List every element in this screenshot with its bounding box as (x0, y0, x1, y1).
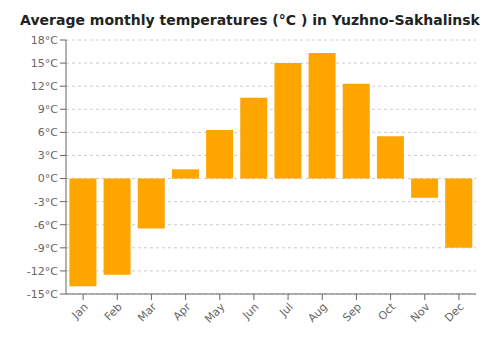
svg-text:18°C: 18°C (31, 34, 58, 47)
svg-text:Sep: Sep (340, 300, 364, 324)
svg-text:Nov: Nov (408, 300, 433, 325)
svg-text:-6°C: -6°C (34, 219, 58, 232)
html-text:Average monthly temperatures (: Average monthly temperatures (°C ) in Yu… (20, 12, 480, 28)
svg-text:15°C: 15°C (31, 57, 58, 70)
svg-text:Mar: Mar (135, 300, 159, 324)
svg-text:Jun: Jun (240, 300, 262, 322)
svg-text:Feb: Feb (102, 300, 125, 323)
svg-text:Oct: Oct (376, 300, 399, 323)
svg-text:-9°C: -9°C (34, 242, 58, 255)
svg-text:0°C: 0°C (38, 172, 58, 185)
svg-text:Jan: Jan (69, 300, 91, 322)
svg-text:-15°C: -15°C (27, 288, 58, 301)
svg-text:Jul: Jul (276, 300, 295, 319)
svg-text:12°C: 12°C (31, 80, 58, 93)
svg-text:3°C: 3°C (38, 149, 58, 162)
svg-text:-12°C: -12°C (27, 265, 58, 278)
svg-text:9°C: 9°C (38, 103, 58, 116)
svg-text:-3°C: -3°C (34, 196, 58, 209)
svg-text:May: May (202, 300, 228, 326)
svg-text:Aug: Aug (306, 300, 330, 324)
svg-text:6°C: 6°C (38, 126, 58, 139)
svg-text:Dec: Dec (442, 300, 466, 324)
svg-text:Apr: Apr (171, 300, 194, 323)
